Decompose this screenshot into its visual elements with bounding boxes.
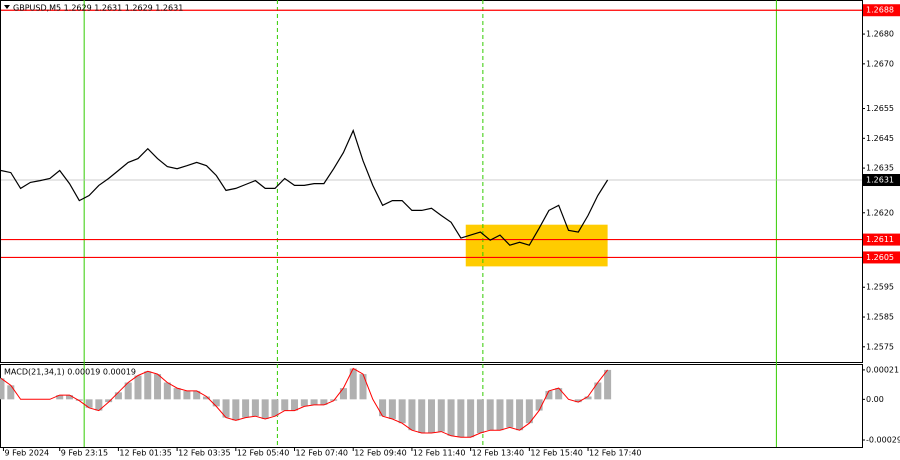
macd-bar bbox=[183, 390, 191, 400]
level-label: 1.2688 bbox=[866, 6, 894, 15]
macd-bar bbox=[310, 399, 318, 405]
x-tick-label: 12 Feb 15:40 bbox=[530, 449, 582, 458]
macd-bar bbox=[261, 399, 269, 419]
macd-bar bbox=[173, 388, 181, 400]
macd-bar bbox=[584, 396, 592, 400]
y-tick-label: 1.2575 bbox=[866, 342, 894, 351]
macd-bar bbox=[163, 382, 171, 400]
macd-bar bbox=[545, 390, 553, 400]
x-tick-label: 12 Feb 13:40 bbox=[472, 449, 524, 458]
y-tick-label: 1.2680 bbox=[866, 30, 894, 39]
macd-bar bbox=[95, 399, 103, 411]
y-tick-label: 0.00021 bbox=[866, 365, 899, 374]
macd-bar bbox=[398, 399, 406, 424]
macd-bar bbox=[105, 399, 113, 403]
title-icon bbox=[4, 5, 10, 9]
macd-bar bbox=[251, 399, 259, 417]
x-tick-label: 12 Feb 05:40 bbox=[237, 449, 289, 458]
macd-bar bbox=[212, 399, 220, 407]
macd-bar bbox=[124, 382, 132, 400]
macd-bar bbox=[0, 378, 5, 400]
macd-bar bbox=[144, 371, 152, 400]
last-price-label: 1.2631 bbox=[866, 176, 894, 185]
macd-bar bbox=[291, 399, 299, 411]
x-tick-label: 9 Feb 23:15 bbox=[61, 449, 108, 458]
macd-bar bbox=[525, 399, 533, 424]
panel-title: MACD(21,34,1) 0.00019 0.00019 bbox=[4, 368, 136, 377]
level-box bbox=[863, 251, 900, 264]
y-tick-label: 0.00 bbox=[866, 395, 884, 404]
macd-bar bbox=[114, 392, 122, 400]
macd-bar bbox=[388, 399, 396, 419]
macd-bar bbox=[349, 368, 357, 400]
macd-bar bbox=[222, 399, 230, 418]
y-tick-label: 1.2670 bbox=[866, 59, 894, 68]
macd-bar bbox=[516, 399, 524, 431]
macd-bar bbox=[555, 388, 563, 400]
macd-bar bbox=[65, 395, 73, 400]
y-tick-label: 1.2645 bbox=[866, 134, 894, 143]
macd-bar bbox=[359, 374, 367, 400]
y-tick-label: 1.2620 bbox=[866, 208, 894, 217]
macd-bar bbox=[134, 375, 142, 400]
macd-bar bbox=[457, 399, 465, 438]
level-label: 1.2611 bbox=[866, 235, 894, 244]
macd-bar bbox=[408, 399, 416, 431]
macd-bar bbox=[271, 399, 279, 417]
macd-bar bbox=[202, 396, 210, 400]
price-frame bbox=[0, 0, 863, 363]
macd-bar bbox=[281, 399, 289, 411]
macd-bar bbox=[154, 374, 162, 400]
macd-bar bbox=[604, 369, 612, 400]
macd-frame bbox=[0, 364, 863, 448]
macd-bar bbox=[535, 399, 543, 411]
x-tick-label: 12 Feb 03:35 bbox=[178, 449, 230, 458]
x-tick-label: 12 Feb 09:40 bbox=[354, 449, 406, 458]
price-line bbox=[0, 128, 609, 246]
x-tick-label: 12 Feb 17:40 bbox=[589, 449, 641, 458]
macd-bar bbox=[428, 399, 435, 433]
macd-bar bbox=[437, 399, 445, 432]
macd-bar bbox=[320, 399, 328, 405]
level-label: 1.2605 bbox=[866, 253, 894, 262]
macd-bar bbox=[56, 395, 64, 400]
macd-bar bbox=[467, 399, 475, 438]
macd-bar bbox=[75, 399, 83, 401]
y-tick-label: 1.2585 bbox=[866, 313, 894, 322]
macd-bar bbox=[496, 399, 504, 431]
level-box bbox=[863, 4, 900, 17]
macd-bar bbox=[486, 399, 494, 431]
macd-bar bbox=[418, 399, 426, 433]
macd-bar bbox=[379, 399, 387, 417]
signal-line bbox=[0, 367, 608, 438]
y-tick-label: 1.2595 bbox=[866, 283, 894, 292]
y-tick-label: 1.2655 bbox=[866, 104, 894, 113]
macd-bar bbox=[574, 399, 582, 403]
macd-bar bbox=[242, 399, 250, 418]
macd-bar bbox=[85, 399, 93, 408]
macd-bar bbox=[506, 399, 514, 428]
x-tick-label: 12 Feb 07:40 bbox=[296, 449, 348, 458]
panel-title: GBPUSD,M5 1.2629 1.2631 1.2629 1.2631 bbox=[13, 4, 183, 13]
x-tick-label: 12 Feb 01:35 bbox=[119, 449, 171, 458]
macd-bar bbox=[594, 382, 602, 400]
x-tick-label: 12 Feb 11:40 bbox=[413, 449, 465, 458]
macd-bar bbox=[232, 399, 240, 421]
y-tick-label: -0.00029 bbox=[866, 435, 900, 444]
last-price-box bbox=[863, 174, 900, 187]
x-tick-label: 9 Feb 2024 bbox=[4, 449, 49, 458]
y-tick-label: 1.2635 bbox=[866, 164, 894, 173]
macd-bar bbox=[300, 399, 308, 407]
macd-bar bbox=[193, 390, 201, 400]
macd-bar bbox=[447, 399, 455, 436]
macd-bar bbox=[339, 388, 347, 400]
macd-bar bbox=[476, 399, 484, 433]
highlight-zone bbox=[465, 224, 608, 267]
level-box bbox=[863, 233, 900, 246]
macd-bar bbox=[7, 385, 15, 400]
